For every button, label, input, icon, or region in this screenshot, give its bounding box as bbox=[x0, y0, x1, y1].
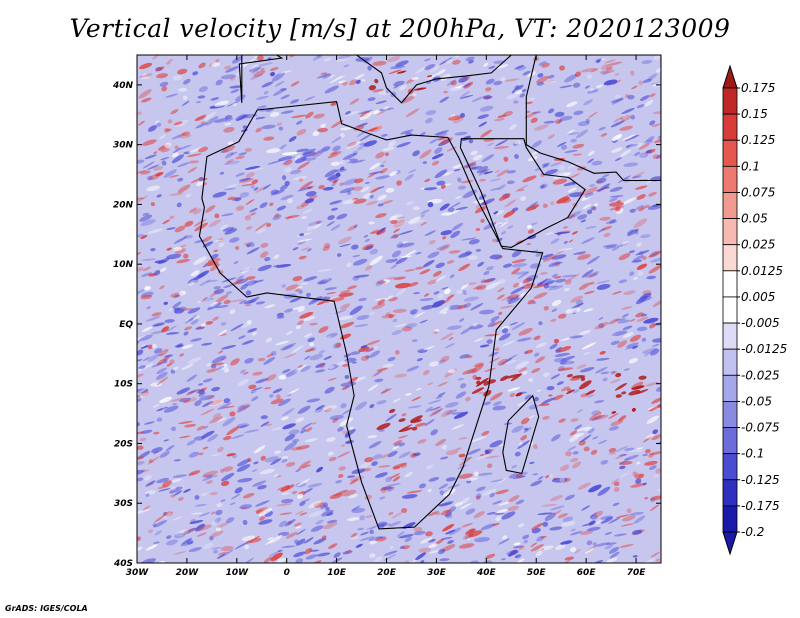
colorbar-segment bbox=[722, 453, 738, 481]
colorbar-label: 0.1 bbox=[741, 159, 760, 173]
colorbar-segment bbox=[722, 322, 738, 350]
colorbar-label: 0.125 bbox=[741, 133, 775, 147]
asia-coastline bbox=[525, 55, 661, 182]
colorbar-label: -0.005 bbox=[741, 316, 780, 330]
colorbar-segment bbox=[722, 505, 738, 533]
lon-tick-label: 40E bbox=[476, 568, 497, 578]
colorbar-label: 0.075 bbox=[741, 185, 775, 199]
colorbar-label: -0.025 bbox=[741, 368, 780, 382]
colorbar-label: -0.075 bbox=[741, 421, 780, 435]
colorbar-label: 0.0125 bbox=[741, 264, 783, 278]
lon-tick-label: 0 bbox=[284, 568, 290, 578]
colorbar-label: 0.025 bbox=[741, 238, 775, 252]
lon-axis: 30W 20W 10W 0 10E 20E 30E 40E 50E 60E 70E bbox=[126, 55, 646, 578]
colorbar-label: 0.175 bbox=[741, 81, 775, 95]
colorbar-segment bbox=[722, 218, 738, 246]
africa-coastline bbox=[198, 101, 544, 530]
grads-credit: GrADS: IGES/COLA bbox=[5, 604, 88, 613]
colorbar-segment bbox=[722, 374, 738, 402]
colorbar-top-arrow bbox=[722, 64, 738, 89]
lat-axis: 40N 30N 20N 10N EQ 10S 20S 30S 40S bbox=[112, 81, 661, 569]
lon-tick-label: 50E bbox=[527, 568, 547, 578]
lon-tick-label: 10E bbox=[327, 568, 347, 578]
colorbar: 0.175 0.15 0.125 0.1 0.075 0.05 0.025 0.0125 0.0… bbox=[722, 64, 787, 556]
lat-tick-label: 20N bbox=[113, 200, 134, 210]
lat-tick-label: 40S bbox=[113, 559, 133, 569]
colorbar-segment bbox=[722, 270, 738, 298]
colorbar-segment bbox=[722, 427, 738, 455]
lat-tick-label: 10N bbox=[113, 260, 134, 270]
colorbar-segment bbox=[722, 401, 738, 428]
colorbar-label: -0.125 bbox=[741, 473, 780, 487]
lat-tick-label: EQ bbox=[119, 320, 133, 330]
colorbar-segment bbox=[722, 244, 738, 272]
europe-coastline bbox=[238, 55, 513, 104]
map-frame bbox=[136, 54, 662, 564]
colorbar-segment bbox=[722, 348, 738, 376]
coastlines bbox=[198, 55, 661, 530]
lon-tick-label: 30E bbox=[427, 568, 447, 578]
colorbar-segment bbox=[722, 139, 738, 167]
lon-tick-label: 30W bbox=[126, 568, 150, 578]
lat-tick-label: 30N bbox=[113, 141, 134, 151]
colorbar-segment bbox=[722, 479, 738, 507]
colorbar-label: -0.175 bbox=[741, 499, 780, 513]
madagascar-coastline bbox=[502, 394, 540, 475]
colorbar-bottom-arrow bbox=[722, 531, 738, 556]
colorbar-label: 0.15 bbox=[741, 107, 768, 121]
lon-tick-label: 70E bbox=[627, 568, 647, 578]
lat-tick-label: 20S bbox=[114, 439, 133, 449]
plot-title: Vertical velocity [m/s] at 200hPa, VT: 2… bbox=[69, 14, 731, 43]
colorbar-label: -0.2 bbox=[741, 525, 764, 539]
colorbar-label: -0.0125 bbox=[741, 342, 787, 356]
colorbar-segment bbox=[722, 296, 738, 324]
lat-tick-label: 40N bbox=[112, 81, 134, 91]
lon-tick-label: 60E bbox=[577, 568, 597, 578]
map-panel bbox=[137, 55, 661, 563]
colorbar-segment bbox=[722, 192, 738, 219]
lon-tick-label: 10W bbox=[226, 568, 250, 578]
colorbar-segment bbox=[722, 165, 738, 193]
lon-tick-label: 20E bbox=[377, 568, 397, 578]
lat-tick-label: 10S bbox=[114, 380, 133, 390]
lat-tick-label: 30S bbox=[114, 499, 133, 509]
arabia-coastline bbox=[459, 138, 586, 248]
colorbar-segment bbox=[722, 87, 738, 115]
colorbar-label: 0.05 bbox=[741, 212, 768, 226]
colorbar-label: -0.1 bbox=[741, 447, 764, 461]
colorbar-label: 0.005 bbox=[741, 290, 775, 304]
colorbar-segment bbox=[722, 113, 738, 141]
lon-tick-label: 20W bbox=[176, 568, 200, 578]
colorbar-label: -0.05 bbox=[741, 394, 772, 408]
